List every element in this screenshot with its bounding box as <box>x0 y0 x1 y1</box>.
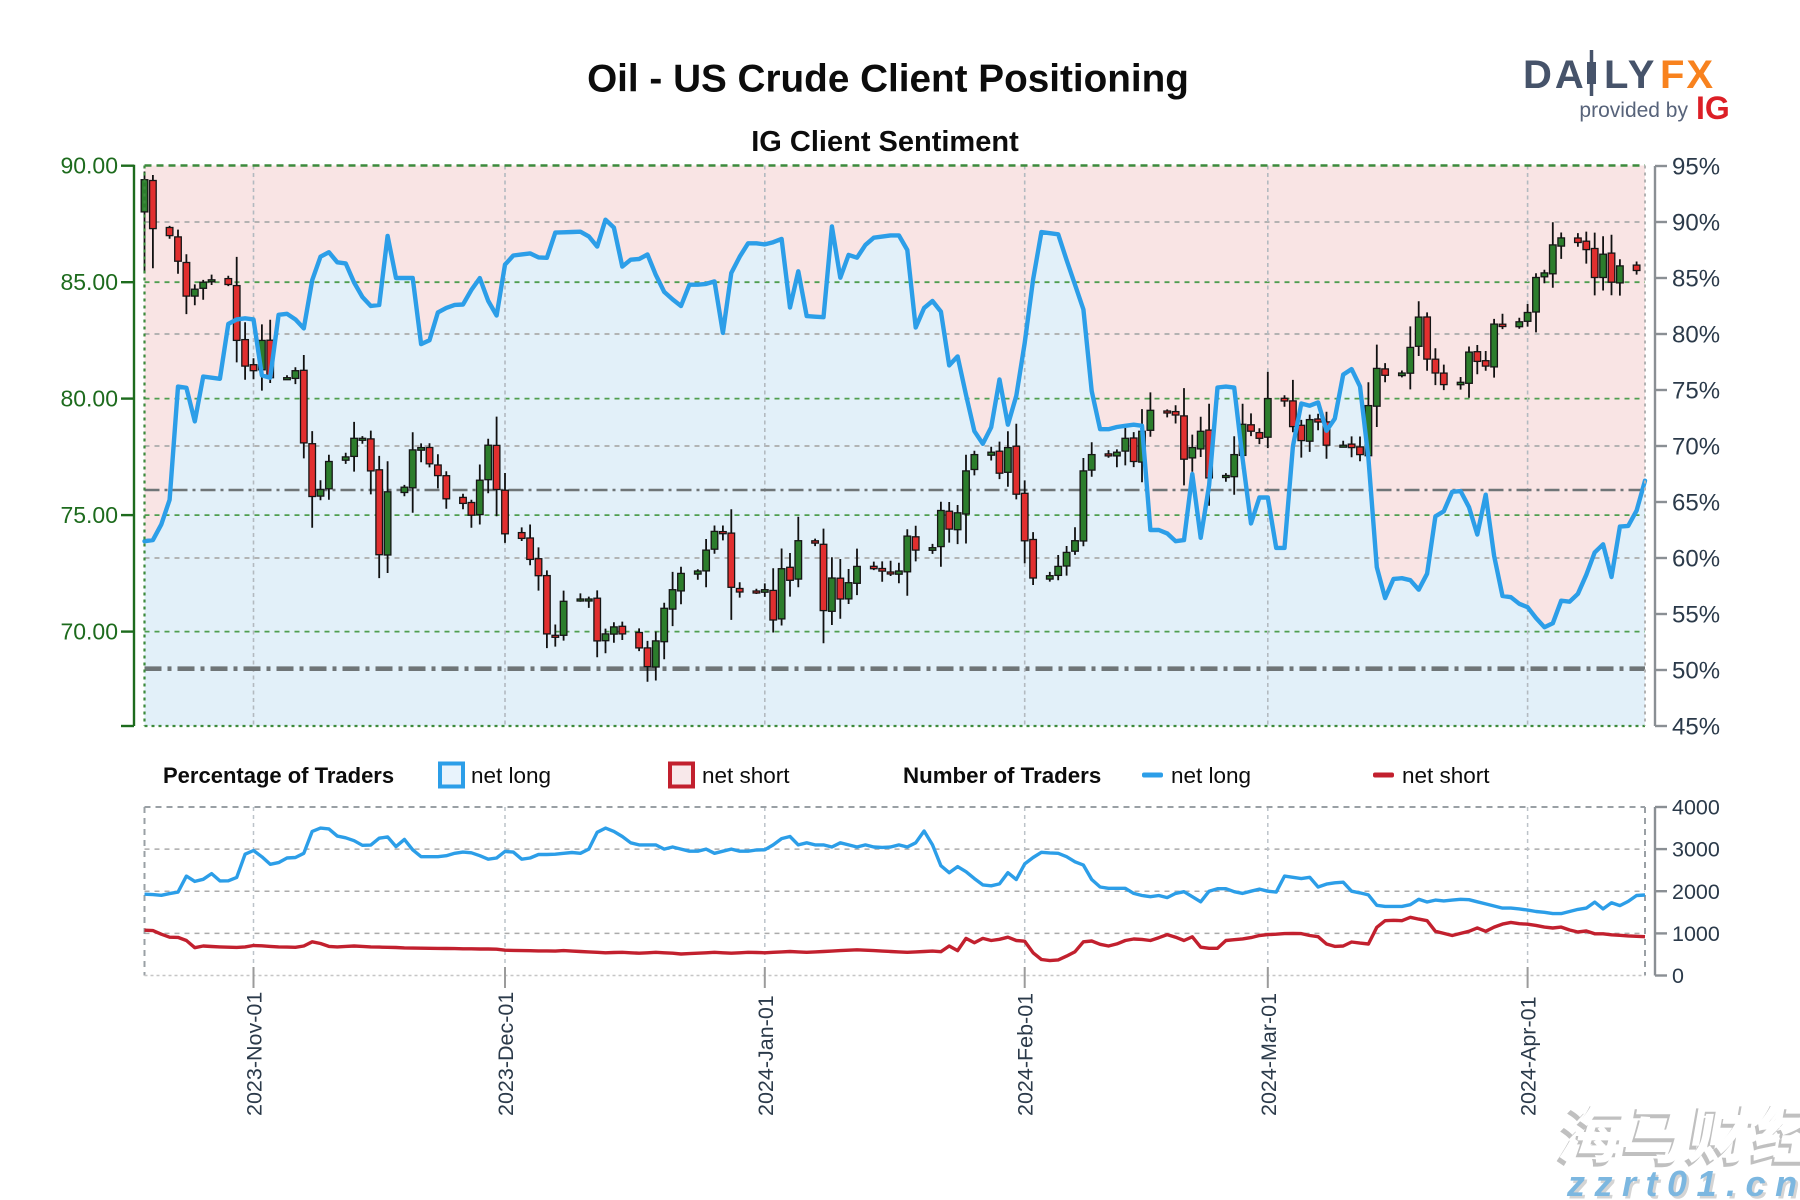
svg-text:LY: LY <box>1604 53 1657 97</box>
svg-text:45%: 45% <box>1672 714 1720 741</box>
svg-text:85%: 85% <box>1672 266 1720 293</box>
svg-text:90%: 90% <box>1672 210 1720 237</box>
svg-text:55%: 55% <box>1672 602 1720 629</box>
svg-text:60%: 60% <box>1672 546 1720 573</box>
svg-text:IG Client Sentiment: IG Client Sentiment <box>751 126 1019 158</box>
svg-text:Oil - US Crude Client Position: Oil - US Crude Client Positioning <box>587 58 1189 101</box>
svg-text:zzrt01.cn: zzrt01.cn <box>1566 1163 1800 1200</box>
svg-text:2023-Nov-01: 2023-Nov-01 <box>243 992 267 1116</box>
svg-text:net short: net short <box>702 763 790 788</box>
svg-text:IG: IG <box>1696 90 1730 126</box>
svg-text:3000: 3000 <box>1672 838 1720 862</box>
svg-text:1000: 1000 <box>1672 922 1720 946</box>
svg-text:net short: net short <box>1402 763 1490 788</box>
svg-text:75.00: 75.00 <box>60 502 118 528</box>
svg-text:80%: 80% <box>1672 322 1720 349</box>
svg-text:95%: 95% <box>1672 154 1720 181</box>
svg-text:Number of Traders: Number of Traders <box>903 763 1101 788</box>
svg-text:0: 0 <box>1672 964 1684 988</box>
svg-text:75%: 75% <box>1672 378 1720 405</box>
svg-text:zzrt01.cn: zzrt01.cn <box>1569 1166 1800 1200</box>
svg-text:2000: 2000 <box>1672 880 1720 904</box>
svg-text:90.00: 90.00 <box>60 153 118 179</box>
svg-text:2024-Feb-01: 2024-Feb-01 <box>1014 993 1038 1116</box>
svg-text:85.00: 85.00 <box>60 269 118 295</box>
svg-text:FX: FX <box>1660 53 1715 97</box>
svg-text:DA: DA <box>1523 53 1587 97</box>
svg-text:net long: net long <box>471 763 551 788</box>
svg-text:net long: net long <box>1171 763 1251 788</box>
svg-text:2024-Mar-01: 2024-Mar-01 <box>1257 993 1281 1116</box>
svg-text:70%: 70% <box>1672 434 1720 461</box>
svg-text:50%: 50% <box>1672 658 1720 685</box>
svg-text:70.00: 70.00 <box>60 619 118 645</box>
svg-text:provided by: provided by <box>1579 99 1688 122</box>
svg-text:4000: 4000 <box>1672 796 1720 820</box>
svg-text:2024-Jan-01: 2024-Jan-01 <box>754 995 778 1116</box>
svg-text:80.00: 80.00 <box>60 386 118 412</box>
svg-text:65%: 65% <box>1672 490 1720 517</box>
svg-text:2024-Apr-01: 2024-Apr-01 <box>1517 996 1541 1116</box>
svg-text:2023-Dec-01: 2023-Dec-01 <box>494 992 518 1116</box>
svg-text:Percentage of Traders: Percentage of Traders <box>163 763 394 788</box>
